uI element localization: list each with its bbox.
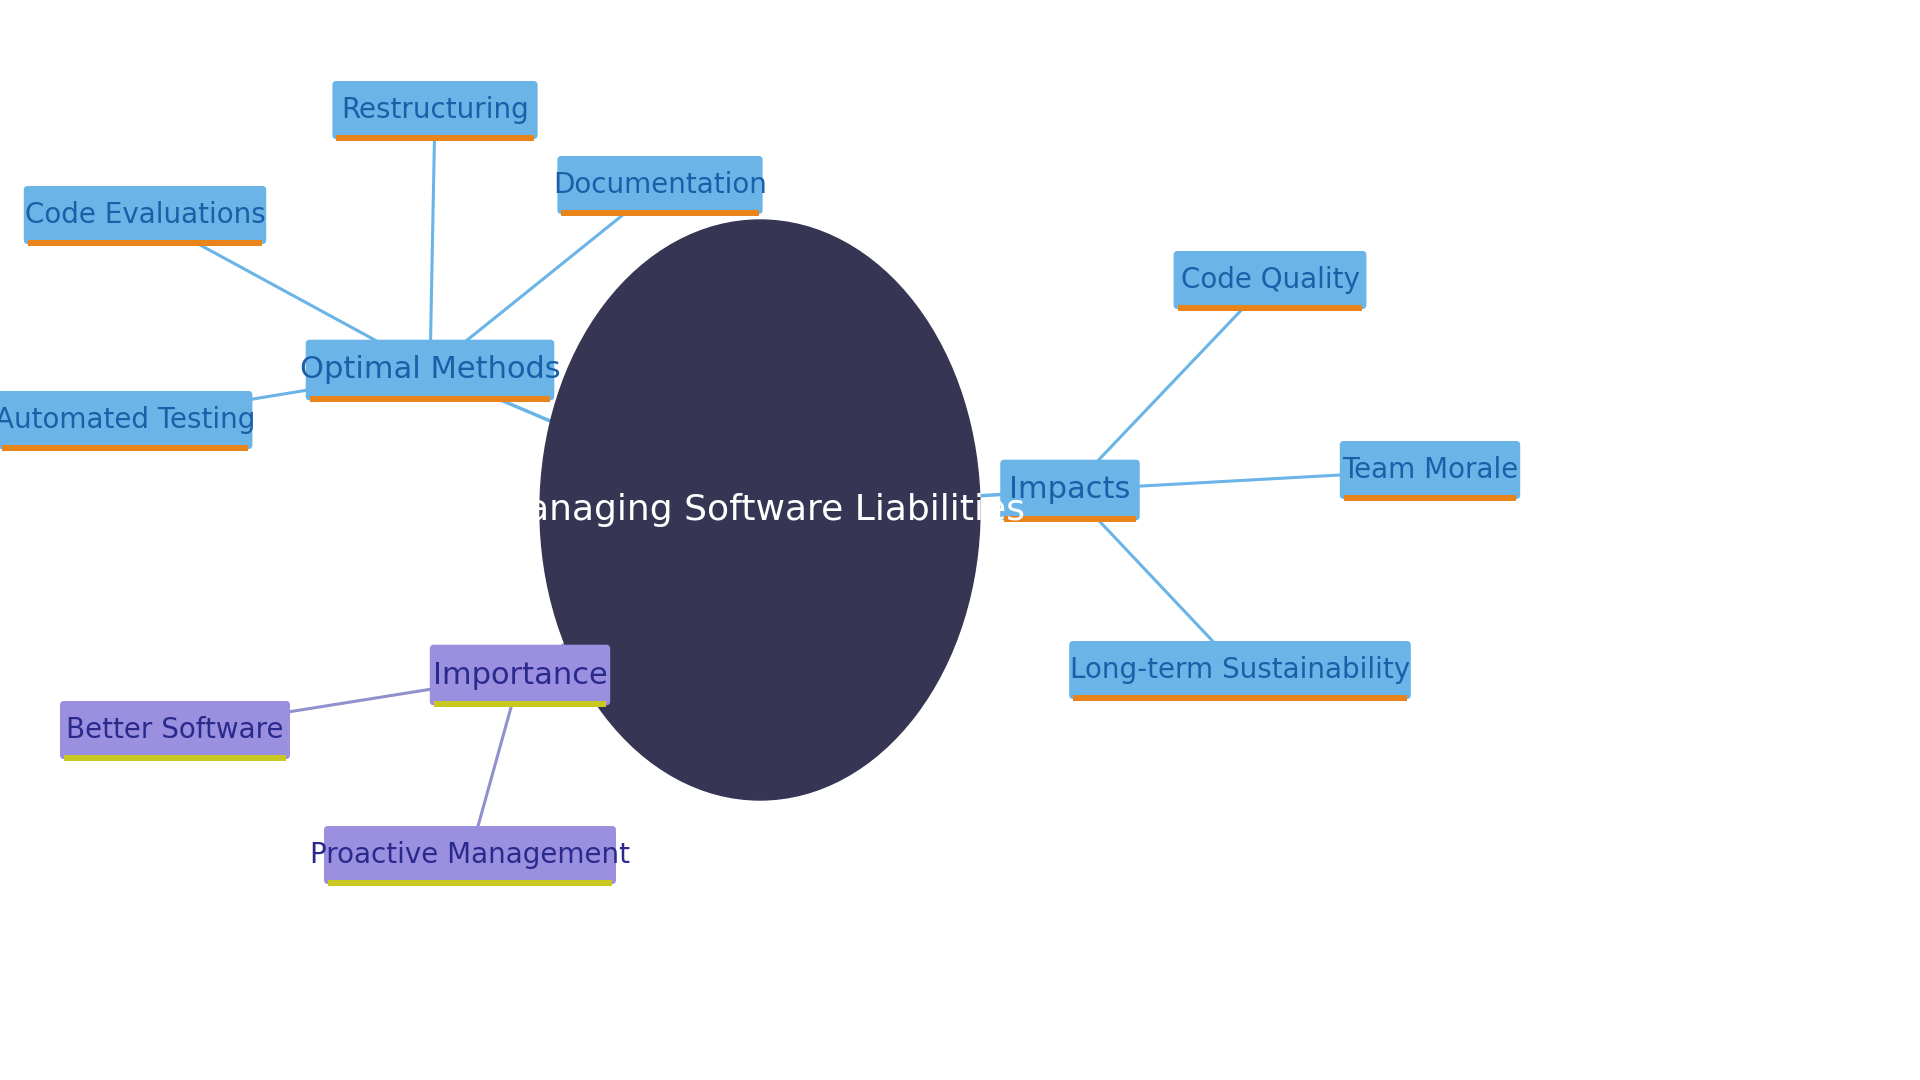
FancyBboxPatch shape [0,391,252,449]
FancyBboxPatch shape [305,340,555,401]
Text: Impacts: Impacts [1010,475,1131,504]
Text: Code Evaluations: Code Evaluations [25,201,265,229]
FancyBboxPatch shape [1340,441,1521,499]
Ellipse shape [540,220,979,800]
Text: Better Software: Better Software [67,716,284,744]
FancyBboxPatch shape [332,81,538,139]
Text: Long-term Sustainability: Long-term Sustainability [1069,656,1409,684]
Text: Importance: Importance [432,661,607,689]
Text: Restructuring: Restructuring [342,96,528,124]
Text: Proactive Management: Proactive Management [309,841,630,869]
FancyBboxPatch shape [309,396,551,402]
Text: Automated Testing: Automated Testing [0,406,255,434]
FancyBboxPatch shape [1004,516,1137,523]
Text: Documentation: Documentation [553,171,766,199]
FancyBboxPatch shape [1000,460,1140,521]
FancyBboxPatch shape [1073,696,1407,701]
FancyBboxPatch shape [23,186,267,244]
FancyBboxPatch shape [1177,305,1363,311]
Text: Code Quality: Code Quality [1181,266,1359,294]
FancyBboxPatch shape [27,240,263,246]
FancyBboxPatch shape [430,645,611,705]
FancyBboxPatch shape [1344,495,1517,501]
FancyBboxPatch shape [324,826,616,885]
FancyBboxPatch shape [1173,251,1367,309]
FancyBboxPatch shape [434,701,607,707]
FancyBboxPatch shape [63,755,286,761]
FancyBboxPatch shape [1069,642,1411,699]
FancyBboxPatch shape [561,210,758,216]
FancyBboxPatch shape [336,135,534,141]
FancyBboxPatch shape [2,445,248,451]
Text: Optimal Methods: Optimal Methods [300,355,561,384]
Text: Team Morale: Team Morale [1342,456,1519,484]
FancyBboxPatch shape [557,156,762,214]
FancyBboxPatch shape [328,880,612,886]
FancyBboxPatch shape [60,701,290,759]
Text: Managing Software Liabilities: Managing Software Liabilities [495,492,1025,527]
